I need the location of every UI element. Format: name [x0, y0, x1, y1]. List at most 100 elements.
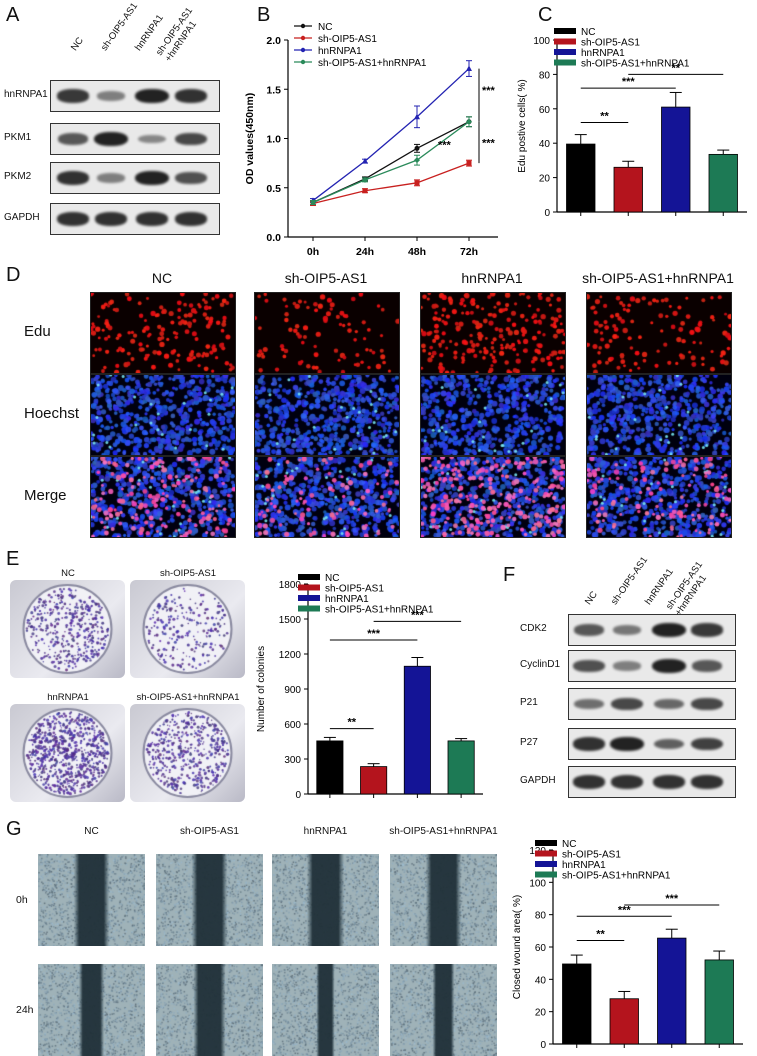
panel-f-band [652, 658, 686, 674]
panel-b-legend-label: sh-OIP5-AS1 [318, 34, 377, 45]
panel-g-wound-texture [390, 854, 497, 946]
panel-a-blot-strip [50, 203, 220, 235]
panel-d-micrograph-cells [255, 457, 399, 537]
panel-a-column-label: NC [68, 35, 86, 53]
panel-f-column-label: NC [582, 589, 600, 607]
panel-g-wound-image [272, 964, 379, 1056]
panel-c-y-tick-label: 60 [539, 105, 551, 116]
panel-e-legend-label: hnRNPA1 [325, 594, 369, 605]
panel-b-legend-marker [300, 59, 306, 65]
panel-f-band [653, 738, 685, 750]
panel-g-legend-label: sh-OIP5-AS1+hnRNPA1 [562, 871, 671, 882]
panel-g-row-label: 0h [16, 894, 28, 906]
panel-a-column-label: sh-OIP5-AS1 +hnRNPA1 [153, 5, 200, 65]
panel-c-bar [566, 143, 596, 213]
panel-e-plate-colonies [130, 704, 245, 802]
panel-c-legend-swatch [554, 49, 576, 55]
panel-b-y-label: OD values(450nm) [244, 93, 256, 185]
panel-g-column-label: hnRNPA1 [303, 826, 348, 837]
panel-g-legend-label: hnRNPA1 [562, 860, 606, 871]
panel-f-band [611, 697, 643, 711]
panel-d-micrograph-cells [91, 375, 235, 455]
panel-e-y-label: Number of colonies [256, 646, 267, 732]
panel-e-y-tick-label: 300 [284, 755, 301, 766]
panel-b-significance-label: *** [482, 137, 496, 149]
panel-g-legend-swatch [535, 850, 557, 857]
panel-a-band [174, 212, 208, 226]
panel-d-micrograph-cells [91, 457, 235, 537]
panel-g-wound-texture [272, 964, 379, 1056]
panel-a-row-label: hnRNPA1 [4, 89, 48, 100]
panel-c-y-tick-label: 20 [539, 174, 551, 185]
panel-f-band [572, 775, 606, 789]
panel-g-column-label: NC [84, 826, 99, 837]
panel-b-point [362, 157, 368, 164]
panel-f-band [690, 775, 724, 789]
panel-e-y-tick-label: 1800 [279, 580, 302, 591]
panel-g-y-label: Closed wound area( %) [512, 895, 523, 1000]
panel-g-wound-texture [390, 964, 497, 1056]
panel-g-legend-label: NC [562, 839, 576, 850]
panel-d-micrograph [90, 292, 236, 374]
panel-a-blot-strip [50, 123, 220, 155]
panel-d-micrograph-cells [421, 293, 565, 373]
panel-a-band [174, 89, 208, 103]
panel-b-point [414, 157, 420, 164]
panel-b-significance-label: *** [438, 139, 452, 151]
panel-d-micrograph [586, 456, 732, 538]
panel-f-band [654, 698, 684, 710]
panel-f-band [572, 737, 606, 751]
panel-a-band [94, 131, 128, 147]
panel-g-wound-images: NC sh-OIP5-AS1 hnRNPA1 sh-OIP5-AS1+hnRNPA1 0… [0, 818, 520, 1056]
panel-b-point [414, 113, 420, 120]
panel-g-wound-image [38, 854, 145, 946]
panel-d-column-label: sh-OIP5-AS1 [284, 270, 368, 286]
panel-c-y-label: Edu postive cells( %) [517, 79, 528, 172]
panel-b-point [414, 145, 420, 151]
panel-a-band [94, 212, 128, 226]
panel-e-plate-label: sh-OIP5-AS1 [160, 568, 216, 579]
panel-d-micrograph-cells [587, 293, 731, 373]
panel-d-column-label: NC [151, 270, 173, 286]
panel-e-legend-swatch [298, 574, 320, 580]
panel-c-letter: C [538, 4, 553, 26]
panel-g-y-tick-label: 60 [535, 943, 547, 954]
panel-e-colony-plates: NC sh-OIP5-AS1 hnRNPA1 sh-OIP5-AS1+hnRNPA1 [0, 548, 245, 808]
panel-g-bar [704, 959, 734, 1045]
panel-b-legend-marker [300, 47, 306, 53]
panel-a-band [135, 170, 169, 186]
panel-f-blot-strip [568, 614, 736, 646]
panel-a-band [56, 89, 90, 103]
panel-e-plate-colonies [10, 704, 125, 802]
panel-b-legend-label: hnRNPA1 [318, 46, 362, 57]
panel-e-bar [316, 740, 344, 795]
panel-f-band [652, 775, 686, 789]
panel-a-row-label: PKM1 [4, 132, 32, 143]
panel-b-y-tick-label: 0.5 [266, 183, 281, 195]
panel-b-line-chart: 0.0 0.5 1.0 1.5 2.0 0h 24h 48h 72h OD values(450n… [244, 22, 498, 258]
panel-e-culture-plate [130, 580, 245, 678]
panel-e-plate-label: NC [61, 568, 75, 579]
panel-e-legend-label: sh-OIP5-AS1+hnRNPA1 [325, 605, 434, 616]
panel-b-x-tick-label: 72h [460, 246, 478, 258]
panel-c-legend-label: sh-OIP5-AS1 [581, 38, 640, 49]
panel-c-legend-label: sh-OIP5-AS1+hnRNPA1 [581, 59, 690, 70]
panel-f-row-label: P21 [520, 697, 538, 708]
panel-g-letter: G [6, 818, 22, 840]
panel-e-y-tick-label: 900 [284, 685, 301, 696]
panel-e-bar-chart: 0 300 600 900 1200 1500 1800 Number of colonies… [256, 573, 483, 801]
panel-d-micrograph-cells [91, 293, 235, 373]
panel-f-band [610, 775, 644, 789]
panel-b-point [414, 180, 420, 186]
panel-g-bar [562, 963, 592, 1045]
panel-f-blot-strip [568, 650, 736, 682]
panel-a-band [56, 171, 90, 185]
panel-g-wound-texture [156, 964, 263, 1056]
panel-d-column-label: sh-OIP5-AS1+hnRNPA1 [582, 270, 734, 286]
panel-d-column-label: hnRNPA1 [461, 270, 523, 286]
panel-e-plate-label: hnRNPA1 [47, 692, 89, 703]
panel-e-letter: E [6, 548, 20, 570]
panel-b-series-line [312, 162, 470, 205]
panel-c-legend-swatch [554, 28, 576, 34]
